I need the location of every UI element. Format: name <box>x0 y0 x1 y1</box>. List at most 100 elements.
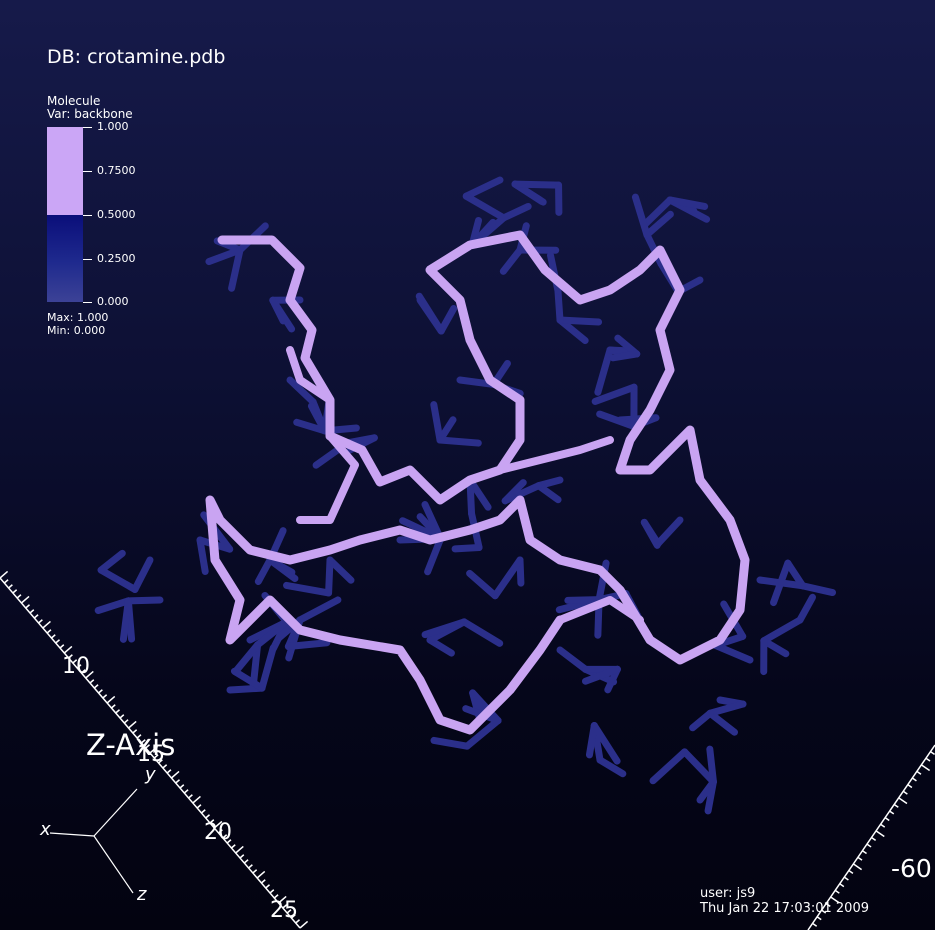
z-axis-tick <box>110 704 116 709</box>
sidechain-bond <box>491 556 524 600</box>
right-axis-tick <box>916 770 922 775</box>
sidechain-bond <box>596 410 638 430</box>
sidechain-bond <box>424 535 445 576</box>
right-axis-tick <box>866 843 872 848</box>
right-axis-tick <box>893 803 899 808</box>
sidechain-bond <box>649 748 689 785</box>
z-axis-tick <box>25 604 30 609</box>
sidechain-bond <box>231 641 262 676</box>
z-axis-tick <box>89 679 95 684</box>
z-axis-tick <box>115 709 120 714</box>
right-axis-tick <box>898 797 908 805</box>
sidechain-bond <box>269 296 287 325</box>
sidechain-bond <box>770 559 792 607</box>
z-axis-tick <box>80 669 86 674</box>
colorbar-tick <box>83 171 92 172</box>
legend-min: Min: 0.000 <box>47 324 106 337</box>
sidechain-bond <box>430 401 444 444</box>
z-axis-tick <box>226 839 232 844</box>
sidechain-bond <box>643 231 665 268</box>
sidechain-bond <box>564 596 603 604</box>
colorbar-low-segment <box>47 215 83 302</box>
right-axis-tick <box>925 757 931 762</box>
sidechain-bond <box>590 722 621 765</box>
z-axis-tick <box>196 804 202 809</box>
sidechain-bond <box>799 582 837 597</box>
right-axis-tick <box>812 922 818 927</box>
z-axis-tick <box>128 720 137 729</box>
sidechain-bond <box>415 292 445 335</box>
sidechain-bond <box>706 700 747 717</box>
sidechain-bond <box>436 416 457 444</box>
z-axis-tick <box>278 895 287 904</box>
z-axis-tick <box>16 594 22 599</box>
colorbar-tick <box>83 302 92 303</box>
z-axis-tick <box>106 695 116 704</box>
right-axis-tick <box>875 830 885 838</box>
z-axis-tick-label: 15 <box>137 742 165 767</box>
sidechain-bond <box>254 618 291 649</box>
sidechain-bond <box>462 176 504 200</box>
z-axis-tick <box>145 744 150 749</box>
sidechain-bond <box>286 376 317 406</box>
sidechain-bond <box>704 778 717 815</box>
right-axis-tick <box>852 863 863 871</box>
sidechain-bond <box>535 482 562 504</box>
z-axis-tick <box>218 829 223 834</box>
sidechain-bond <box>554 287 564 324</box>
sidechain-bond <box>784 559 807 590</box>
sidechain-bond <box>131 556 154 593</box>
sidechain-bond <box>466 476 476 517</box>
backbone-branch <box>496 436 614 474</box>
colorbar-tick <box>83 215 92 216</box>
sidechain-bond <box>258 644 277 692</box>
z-axis-tick <box>85 670 94 679</box>
sidechain-bond <box>499 246 524 275</box>
z-axis-tick <box>269 889 275 894</box>
sidechain-bond <box>283 581 333 597</box>
sidechain-bond <box>430 736 471 750</box>
sidechain-bond <box>296 596 342 624</box>
z-axis-tick <box>29 609 35 614</box>
z-axis-tick <box>282 904 288 909</box>
right-axis-tick <box>839 883 845 888</box>
axis-triad <box>49 788 138 894</box>
z-axis-tick <box>132 729 138 734</box>
z-axis-tick <box>59 644 65 649</box>
z-axis-tick <box>230 844 236 849</box>
sidechain-bond <box>609 350 641 362</box>
z-axis-tick <box>188 794 193 799</box>
z-axis-tick <box>149 745 159 754</box>
right-axis-tick <box>930 750 935 756</box>
sidechain-bond <box>205 246 244 266</box>
sidechain-bond <box>760 637 790 658</box>
backbone-chain <box>205 230 750 735</box>
z-axis-tick <box>3 579 9 584</box>
sidechain-bond <box>119 597 132 643</box>
z-axis-tick <box>68 654 73 659</box>
right-axis-tick <box>834 889 840 894</box>
database-label: DB: crotamine.pdb <box>47 46 226 68</box>
z-axis-tick <box>63 645 73 654</box>
z-axis-tick <box>50 634 56 639</box>
z-axis-title: Z-Axis <box>86 728 176 762</box>
z-axis-tick <box>98 689 103 694</box>
z-axis-tick <box>299 920 309 929</box>
sidechain-bond <box>124 596 164 605</box>
z-axis-tick <box>248 864 253 869</box>
sidechain-bond <box>796 593 817 624</box>
sidechain-bond <box>437 305 458 335</box>
right-axis-tick <box>884 817 890 822</box>
sidechain-bond <box>421 501 445 543</box>
colorbar-high-segment <box>47 127 83 215</box>
sidechain-bond <box>596 756 627 778</box>
z-axis-tick-label: 25 <box>270 898 298 923</box>
colorbar-tick-label: 0.7500 <box>97 164 136 177</box>
sidechain-bond <box>94 597 132 614</box>
z-axis-tick <box>76 664 82 669</box>
sidechain-bond <box>501 479 527 505</box>
z-axis-tick <box>72 659 78 664</box>
right-axis-tick <box>889 810 895 815</box>
colorbar-tick-label: 0.5000 <box>97 208 136 221</box>
